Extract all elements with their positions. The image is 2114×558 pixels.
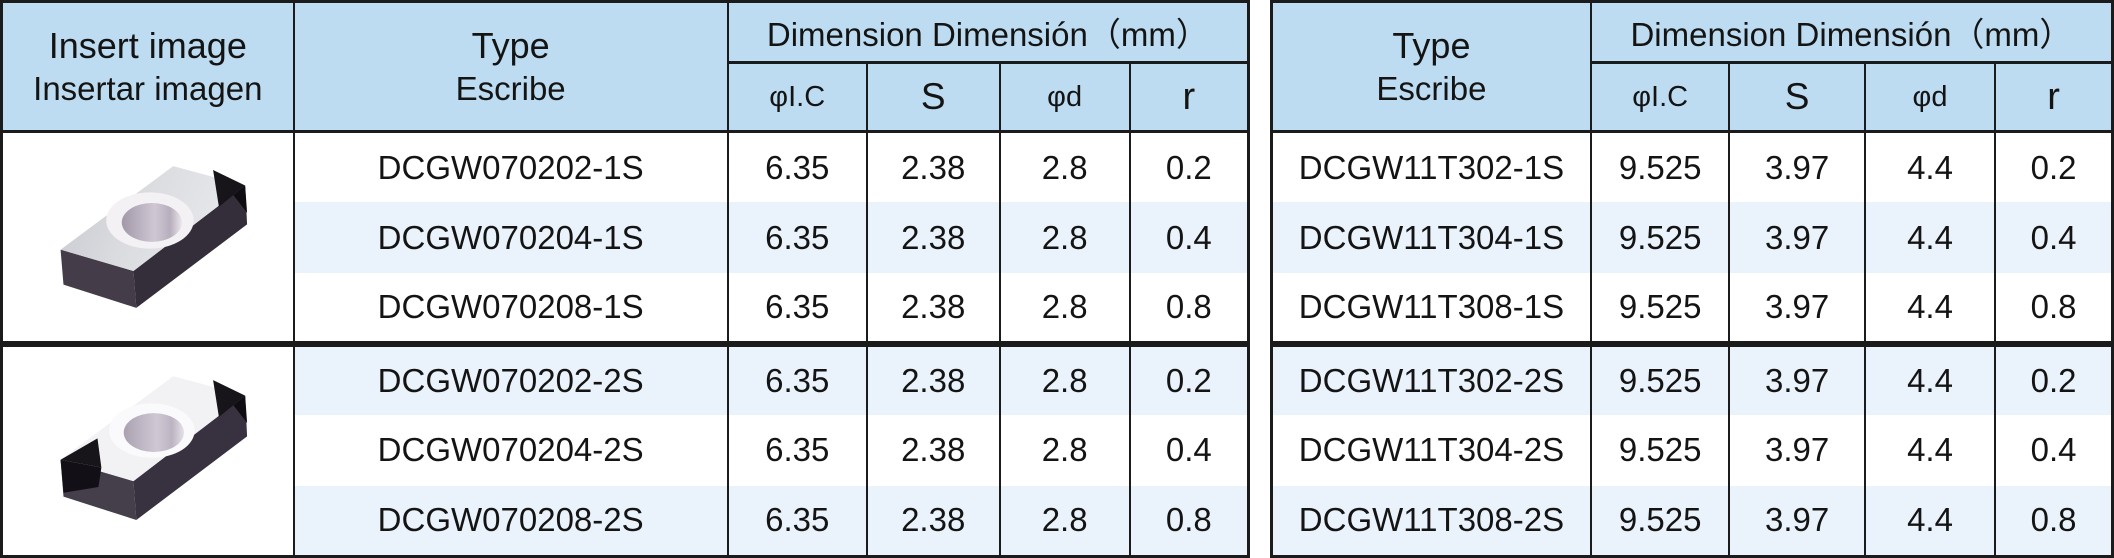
r-cell: 0.8 <box>1128 485 1250 557</box>
r-cell: 0.2 <box>1994 131 2114 203</box>
s-cell: 3.97 <box>1728 202 1866 274</box>
table-row: DCGW070202-1S 6.35 2.38 2.8 0.2 <box>0 131 1250 344</box>
s-cell: 3.97 <box>1728 340 1866 415</box>
s-cell: 3.97 <box>1728 414 1866 486</box>
ic-cell: 6.35 <box>726 414 868 486</box>
type-cell: DCGW070202-1S <box>292 131 729 203</box>
s-cell: 2.38 <box>865 414 1001 486</box>
table-row: DCGW11T302-1S 9.525 3.97 4.4 0.2 <box>1270 131 2114 203</box>
col-header-r-left: r <box>1128 62 1250 133</box>
insert-image-label-es: Insertar imagen <box>33 69 263 107</box>
r-cell: 0.4 <box>1128 202 1250 274</box>
type-label-en: Type <box>1392 24 1471 66</box>
d-cell: 4.4 <box>1863 414 1997 486</box>
table-gutter <box>1250 0 1270 558</box>
r-cell: 0.8 <box>1128 273 1250 344</box>
right-spec-table: Type Escribe Dimension Dimensión（mm） φI.… <box>1270 0 2114 558</box>
dimension-header-left: Dimension Dimensión（mm） <box>726 1 1250 64</box>
ic-cell: 9.525 <box>1589 340 1731 415</box>
table-row: DCGW11T308-2S 9.525 3.97 4.4 0.8 <box>1270 485 2114 557</box>
table-row: DCGW070204-1S 6.35 2.38 2.8 0.4 <box>2 202 1250 274</box>
table-row: DCGW11T304-2S 9.525 3.97 4.4 0.4 <box>1270 414 2114 486</box>
type-cell: DCGW11T304-1S <box>1270 202 1592 274</box>
s-cell: 2.38 <box>865 273 1001 344</box>
type-cell: DCGW11T302-2S <box>1270 340 1592 415</box>
r-cell: 0.2 <box>1994 340 2114 415</box>
type-cell: DCGW070202-2S <box>292 340 729 415</box>
d-cell: 4.4 <box>1863 273 1997 344</box>
col-header-s-left: S <box>865 62 1001 133</box>
type-cell: DCGW070208-1S <box>292 273 729 344</box>
table-row: DCGW070208-2S 6.35 2.38 2.8 0.8 <box>2 485 1250 557</box>
d-cell: 2.8 <box>998 202 1131 274</box>
ic-cell: 9.525 <box>1589 131 1731 203</box>
ic-cell: 9.525 <box>1589 414 1731 486</box>
r-cell: 0.8 <box>1994 485 2114 557</box>
d-cell: 4.4 <box>1863 485 1997 557</box>
r-cell: 0.4 <box>1128 414 1250 486</box>
type-cell: DCGW11T308-1S <box>1270 273 1592 344</box>
insert-image-header: Insert image Insertar imagen <box>0 1 295 133</box>
type-cell: DCGW070208-2S <box>292 485 729 557</box>
diamond-insert-two-tips-image <box>60 376 247 520</box>
ic-cell: 6.35 <box>726 273 868 344</box>
insert-photo-2s <box>0 340 295 557</box>
table-row: DCGW11T308-1S 9.525 3.97 4.4 0.8 <box>1270 273 2114 344</box>
insert-photo-1s <box>0 131 295 344</box>
type-cell: DCGW11T308-2S <box>1270 485 1592 557</box>
col-header-d-left: φd <box>998 62 1131 133</box>
type-cell: DCGW11T304-2S <box>1270 414 1592 486</box>
s-cell: 3.97 <box>1728 273 1866 344</box>
type-label-es: Escribe <box>1376 69 1487 107</box>
col-header-d-right: φd <box>1863 62 1997 133</box>
dimension-header-right: Dimension Dimensión（mm） <box>1589 1 2114 64</box>
col-header-ic-right: φI.C <box>1589 62 1731 133</box>
left-spec-table: Insert image Insertar imagen Type Escrib… <box>0 0 1250 558</box>
r-cell: 0.4 <box>1994 414 2114 486</box>
s-cell: 2.38 <box>865 131 1001 203</box>
col-header-ic-left: φI.C <box>726 62 868 133</box>
ic-cell: 6.35 <box>726 202 868 274</box>
table-row: DCGW070204-2S 6.35 2.38 2.8 0.4 <box>2 414 1250 486</box>
s-cell: 2.38 <box>865 202 1001 274</box>
type-header-left: Type Escribe <box>292 1 729 133</box>
s-cell: 3.97 <box>1728 485 1866 557</box>
d-cell: 4.4 <box>1863 340 1997 415</box>
type-cell: DCGW11T302-1S <box>1270 131 1592 203</box>
table-row: DCGW070208-1S 6.35 2.38 2.8 0.8 <box>2 273 1250 344</box>
type-label-es: Escribe <box>455 69 566 107</box>
r-cell: 0.2 <box>1128 340 1250 415</box>
ic-cell: 9.525 <box>1589 485 1731 557</box>
d-cell: 4.4 <box>1863 131 1997 203</box>
col-header-s-right: S <box>1728 62 1866 133</box>
ic-cell: 6.35 <box>726 340 868 415</box>
table-row: DCGW11T304-1S 9.525 3.97 4.4 0.4 <box>1270 202 2114 274</box>
col-header-r-right: r <box>1994 62 2114 133</box>
type-cell: DCGW070204-1S <box>292 202 729 274</box>
diamond-insert-one-tip-image <box>60 166 247 308</box>
r-cell: 0.8 <box>1994 273 2114 344</box>
type-cell: DCGW070204-2S <box>292 414 729 486</box>
type-label-en: Type <box>471 24 550 66</box>
d-cell: 2.8 <box>998 485 1131 557</box>
ic-cell: 6.35 <box>726 485 868 557</box>
ic-cell: 6.35 <box>726 131 868 203</box>
s-cell: 3.97 <box>1728 131 1866 203</box>
insert-image-label-en: Insert image <box>48 24 247 66</box>
table-row: DCGW070202-2S 6.35 2.38 2.8 0.2 <box>0 340 1250 557</box>
table-row: DCGW11T302-2S 9.525 3.97 4.4 0.2 <box>1270 340 2114 415</box>
d-cell: 2.8 <box>998 273 1131 344</box>
ic-cell: 9.525 <box>1589 273 1731 344</box>
d-cell: 4.4 <box>1863 202 1997 274</box>
r-cell: 0.4 <box>1994 202 2114 274</box>
d-cell: 2.8 <box>998 131 1131 203</box>
ic-cell: 9.525 <box>1589 202 1731 274</box>
d-cell: 2.8 <box>998 340 1131 415</box>
d-cell: 2.8 <box>998 414 1131 486</box>
s-cell: 2.38 <box>865 340 1001 415</box>
type-header-right: Type Escribe <box>1270 1 1592 133</box>
r-cell: 0.2 <box>1128 131 1250 203</box>
s-cell: 2.38 <box>865 485 1001 557</box>
